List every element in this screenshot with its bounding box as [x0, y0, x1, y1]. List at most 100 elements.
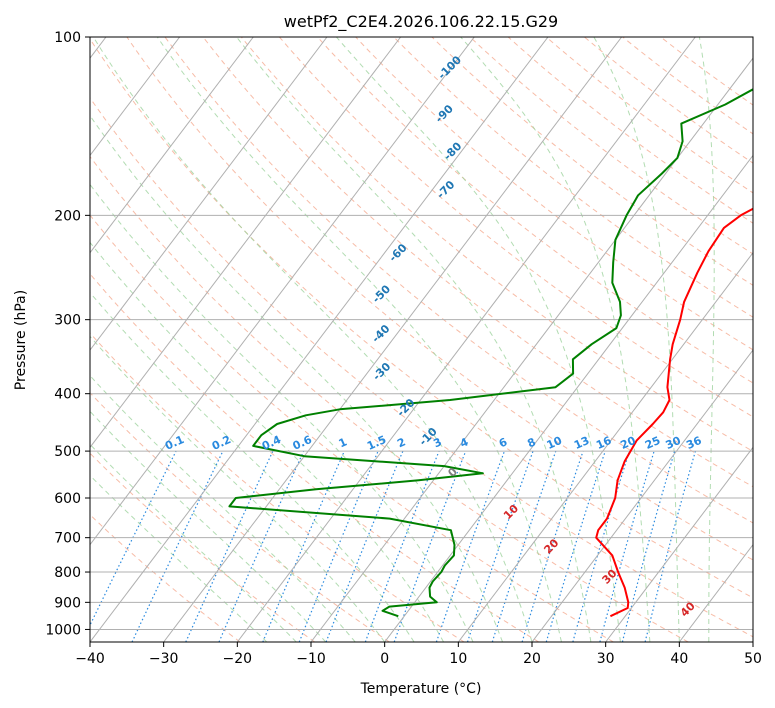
- mixing-ratio-label: 10: [545, 434, 565, 452]
- isobar-grid: [90, 37, 753, 630]
- isotherm-label: -90: [433, 102, 456, 125]
- isotherm-line: [752, 641, 753, 642]
- x-tick-label: −40: [75, 651, 105, 667]
- dry-adiabat-line: [126, 37, 753, 561]
- dry-adiabats: [90, 37, 753, 642]
- isotherm-line: [90, 37, 254, 254]
- isotherm-line: [605, 446, 753, 642]
- mixing-ratio-label: 2: [395, 435, 407, 450]
- dry-adiabat-line: [90, 514, 241, 642]
- isotherm-label: -50: [370, 282, 393, 305]
- mixing-ratio-line: [435, 450, 506, 642]
- mixing-ratio-line: [325, 450, 404, 642]
- mixing-ratio-label: 20: [618, 434, 638, 452]
- mixing-ratio-line: [131, 450, 224, 642]
- isotherm-line: [163, 37, 623, 642]
- profile-lines: [228, 88, 753, 618]
- x-tick-label: −20: [223, 651, 253, 667]
- isotherm-label: -100: [435, 53, 464, 82]
- chart-title: wetPf2_C2E4.2026.106.22.15.G29: [284, 12, 558, 32]
- moist-adiabat-line: [90, 241, 445, 642]
- isotherm-line: [90, 37, 181, 157]
- mixing-ratio-label: 6: [497, 435, 510, 450]
- dry-adiabat-line: [393, 37, 753, 318]
- dry-adiabat-line: [622, 37, 753, 135]
- dry-adiabat-line: [90, 273, 540, 642]
- isotherm-label: -60: [386, 241, 409, 264]
- mixing-ratio-line: [364, 450, 440, 642]
- moist-adiabat-line: [336, 37, 621, 642]
- plot-frame: [89, 36, 754, 643]
- moist-adiabat-line: [90, 335, 386, 642]
- y-tick-label: 500: [54, 444, 81, 460]
- y-tick-label: 400: [54, 387, 81, 403]
- y-axis: 100 200 300 400 500 600 700 800 900 1000: [45, 30, 90, 638]
- mixing-ratio-line: [491, 450, 557, 642]
- dry-adiabat-line: [90, 96, 753, 638]
- mixing-ratio-label: 1: [337, 435, 349, 450]
- x-tick-label: 50: [744, 651, 762, 667]
- dry-adiabat-line: [90, 214, 614, 642]
- mixing-ratio-label: 0.1: [163, 433, 186, 453]
- mixing-ratio-label: 0.2: [210, 433, 233, 453]
- y-tick-label: 800: [54, 565, 81, 581]
- moist-adiabats: [90, 37, 715, 642]
- x-tick-label: 40: [670, 651, 688, 667]
- isotherm-label: -40: [369, 322, 392, 345]
- mixing-ratio-line: [545, 450, 606, 642]
- mixing-ratio-label: 30: [664, 434, 684, 452]
- mixing-ratio-line: [572, 450, 631, 642]
- x-tick-label: 0: [380, 651, 389, 667]
- y-tick-label: 200: [54, 208, 81, 224]
- x-tick-label: −10: [296, 651, 326, 667]
- isotherm-grid: [90, 37, 753, 642]
- mixing-ratio-label: 0.4: [260, 433, 283, 453]
- isotherm-line: [310, 57, 753, 642]
- moist-adiabat-line: [90, 443, 297, 642]
- mixing-ratio-line: [466, 450, 534, 642]
- isotherm-line: [678, 543, 753, 642]
- mixing-ratio-line: [298, 450, 379, 642]
- isotherm-line: [90, 37, 549, 642]
- mixing-ratio-line: [621, 450, 676, 642]
- dry-adiabat-line: [469, 37, 753, 255]
- mixing-ratio-label: 25: [643, 434, 662, 452]
- isotherm-line: [236, 37, 696, 642]
- isotherm-line: [384, 154, 753, 642]
- dry-adiabat-line: [545, 37, 753, 194]
- dry-adiabat-line: [584, 37, 753, 164]
- x-tick-label: 20: [523, 651, 541, 667]
- moist-adiabat-line: [698, 37, 715, 642]
- dry-adiabat-line: [90, 155, 689, 642]
- mixing-ratio-line: [90, 450, 177, 627]
- mixing-ratio-label: 4: [458, 435, 471, 450]
- mixing-ratio-label: 16: [594, 434, 614, 452]
- dry-adiabat-line: [90, 452, 315, 642]
- y-tick-label: 700: [54, 531, 81, 547]
- plot-area: [90, 37, 753, 642]
- isotherm-label: 20: [541, 536, 561, 556]
- isotherm-label: -20: [394, 396, 417, 419]
- moist-adiabat-line: [90, 474, 268, 642]
- isotherm-line: [90, 37, 475, 546]
- mixing-ratio-line: [521, 450, 584, 642]
- moist-adiabat-line: [236, 37, 592, 642]
- temperature-profile: [595, 207, 753, 618]
- moist-adiabat-line: [90, 374, 356, 642]
- mixing-ratio-line: [185, 450, 274, 642]
- y-tick-label: 100: [54, 30, 81, 46]
- dry-adiabat-line: [90, 38, 753, 599]
- mixing-ratio-label: 36: [684, 434, 704, 452]
- moist-adiabat-line: [156, 37, 562, 642]
- mixing-ratio-label: 0.6: [291, 433, 314, 453]
- x-tick-label: 10: [449, 651, 467, 667]
- y-tick-label: 900: [54, 595, 81, 611]
- dry-adiabat-line: [164, 37, 753, 524]
- dewpoint-profile: [228, 88, 753, 618]
- dry-adiabat-line: [90, 332, 465, 642]
- y-tick-label: 1000: [45, 622, 81, 638]
- isotherm-line: [90, 37, 328, 351]
- moist-adiabat-line: [90, 291, 415, 642]
- dry-adiabat-line: [431, 37, 753, 286]
